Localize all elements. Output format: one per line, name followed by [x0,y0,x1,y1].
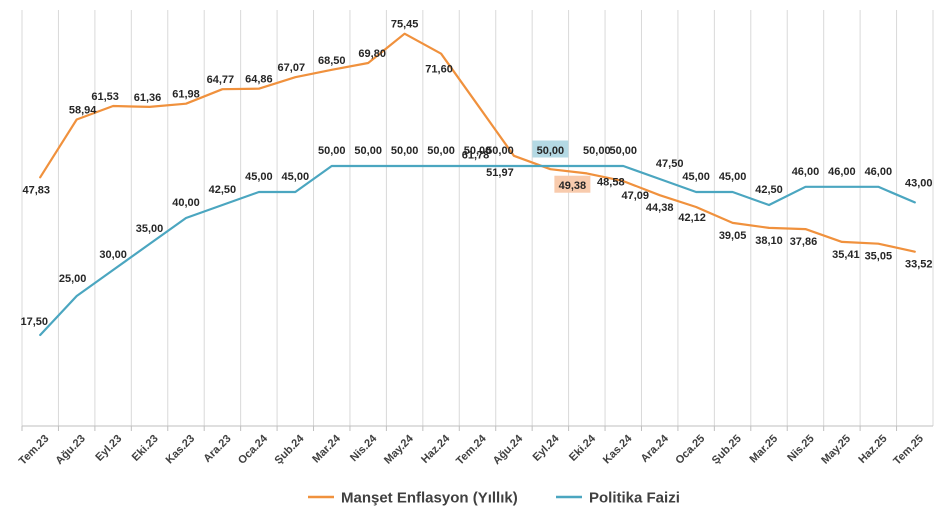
gridlines [21,10,934,426]
data-label-inflation: 61,36 [134,92,162,104]
x-tick-label: Nis.24 [348,432,380,464]
x-tick-label: Mar.25 [748,433,781,466]
data-label-policy-rate: 47,50 [656,158,684,170]
data-label-policy-rate: 50,00 [464,145,492,157]
data-label-inflation: 75,45 [391,19,419,31]
data-label-policy-rate: 50,00 [391,145,419,157]
x-tick-label: Eyl.24 [531,432,563,464]
data-label-inflation: 61,53 [91,91,119,103]
data-label-inflation: 33,52 [905,259,933,271]
x-tick-label: Şub.24 [273,432,308,467]
data-label-inflation: 39,05 [719,230,747,242]
data-label-policy-rate: 50,00 [609,145,637,157]
data-label-inflation: 49,38 [559,180,587,192]
x-tick-label: Nis.25 [785,433,816,464]
x-tick-label: May.24 [382,432,416,466]
data-label-inflation: 64,77 [207,74,235,86]
data-label-inflation: 48,58 [597,176,625,188]
series-line-policy-rate [39,164,916,337]
data-label-policy-rate: 46,00 [828,166,856,178]
x-tick-label: Ağu.23 [53,433,87,467]
data-label-policy-rate: 50,00 [318,145,346,157]
data-label-inflation: 61,98 [172,89,200,101]
highlighted-label-box [532,140,569,158]
data-label-inflation: 38,10 [755,235,783,247]
x-axis: Tem.23 Ağu.23 Eyl.23 Eki.23 Kas.23 Ara.23 Oca.… [17,425,933,468]
legend-label-policy-rate: Politika Faizi [589,490,680,507]
data-label-inflation: 68,50 [318,55,346,67]
data-label-inflation: 37,86 [790,236,818,248]
data-label-inflation: 58,94 [69,105,97,117]
data-label-inflation: 47,09 [621,190,649,202]
x-tick-label: Eyl.23 [93,433,124,464]
x-tick-label: Kas.23 [164,433,198,467]
x-tick-label: Kas.24 [601,432,635,466]
data-label-inflation: 71,60 [425,64,453,76]
x-tick-label: Ara.23 [201,433,233,465]
x-tick-label: Oca.25 [673,433,707,467]
legend-label-inflation: Manşet Enflasyon (Yıllık) [341,490,518,507]
data-label-inflation: 35,05 [865,251,893,263]
data-label-policy-rate: 45,00 [282,171,310,183]
data-label-policy-rate: 42,50 [209,184,237,196]
data-label-inflation: 69,80 [358,48,386,60]
series-line-inflation [39,32,916,253]
data-label-policy-rate: 45,00 [245,171,273,183]
data-label-policy-rate: 35,00 [136,223,164,235]
data-label-inflation: 47,83 [22,184,50,196]
data-label-policy-rate: 42,50 [755,184,783,196]
x-tick-label: Şub.25 [710,433,744,467]
x-tick-label: Haz.25 [856,433,889,466]
data-label-policy-rate: 50,00 [486,145,514,157]
x-tick-label: Tem.24 [454,432,489,467]
data-label-policy-rate: 50,00 [583,145,611,157]
x-tick-label: Ara.24 [639,432,672,465]
x-tick-label: Mar.24 [310,432,343,465]
data-label-inflation: 44,38 [646,202,674,214]
x-tick-label: May.25 [819,433,853,467]
data-label-policy-rate: 25,00 [59,273,87,285]
data-label-policy-rate: 30,00 [99,249,127,261]
x-tick-label: Eki.24 [567,432,599,464]
data-label-inflation: 51,97 [486,167,514,179]
data-label-policy-rate: 45,00 [682,171,710,183]
data-label-inflation: 35,41 [832,249,860,261]
x-tick-label: Eki.23 [130,433,161,464]
data-label-policy-rate: 46,00 [792,166,820,178]
data-label-inflation: 61,78 [462,150,490,162]
data-label-inflation: 67,07 [278,62,306,74]
data-label-inflation: 64,86 [245,74,273,86]
data-label-policy-rate: 43,00 [905,177,933,189]
data-label-policy-rate: 50,00 [537,145,565,157]
highlighted-label-box [554,175,591,193]
x-tick-label: Oca.24 [236,432,271,467]
data-labels: 47,83 58,94 61,53 61,36 61,98 64,77 64,86 67,07… [20,19,932,328]
series-lines [39,32,916,337]
legend: Manşet Enflasyon (Yıllık) Politika Faizi [308,490,680,507]
data-label-policy-rate: 46,00 [865,166,893,178]
data-label-policy-rate: 50,00 [427,145,455,157]
x-tick-label: Haz.24 [419,432,453,466]
x-tick-label: Tem.23 [17,433,52,468]
data-label-policy-rate: 50,00 [354,145,382,157]
x-tick-label: Tem.25 [891,433,926,468]
x-tick-label: Ağu.24 [491,432,526,467]
data-label-inflation: 42,12 [678,212,706,224]
data-label-policy-rate: 17,50 [20,316,48,328]
data-label-policy-rate: 40,00 [172,197,200,209]
data-label-policy-rate: 45,00 [719,171,747,183]
